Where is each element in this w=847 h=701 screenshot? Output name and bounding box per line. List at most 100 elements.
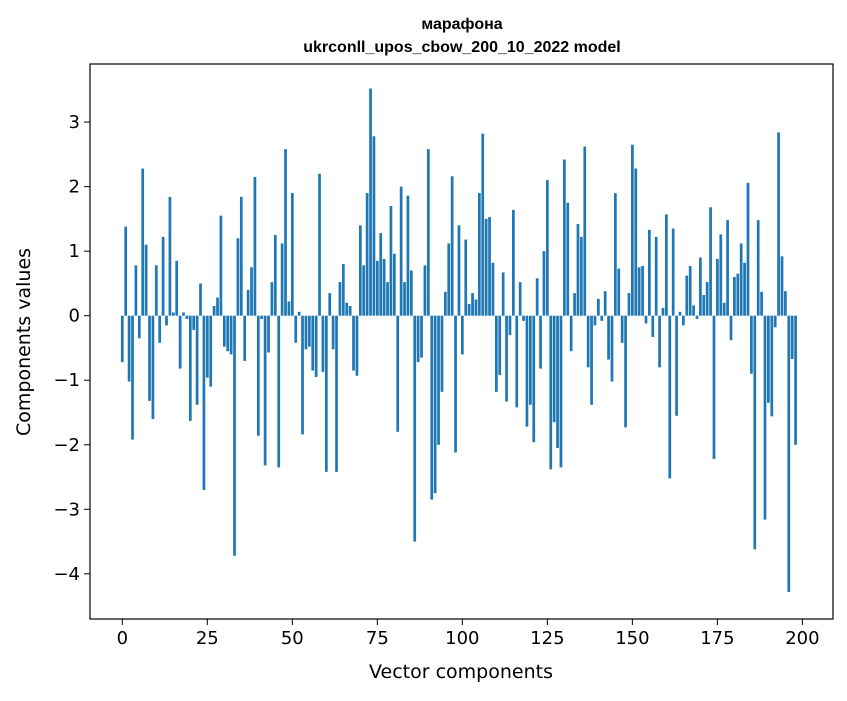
y-tick-label: 2 <box>69 177 80 198</box>
bar <box>137 315 141 339</box>
y-tick-label: −4 <box>53 564 80 585</box>
bar <box>671 228 675 316</box>
bar <box>563 159 566 316</box>
bar <box>597 298 600 316</box>
bar <box>593 315 597 326</box>
bar <box>770 315 774 417</box>
bar <box>127 315 131 382</box>
bar <box>556 315 559 448</box>
bar <box>501 272 505 316</box>
bar <box>256 315 260 436</box>
bar <box>246 289 250 316</box>
bar <box>253 176 257 316</box>
x-tick-label: 0 <box>117 628 128 649</box>
bar <box>233 315 236 556</box>
bar <box>154 265 158 316</box>
bar <box>467 304 471 316</box>
bar <box>549 315 553 470</box>
bar <box>348 306 352 316</box>
bar <box>212 306 216 316</box>
bar <box>185 315 189 319</box>
x-tick-label: 175 <box>700 628 734 649</box>
y-tick-label: 0 <box>69 306 80 327</box>
bar <box>658 315 661 368</box>
bar <box>590 315 593 405</box>
bar <box>270 282 274 316</box>
bar <box>406 195 410 316</box>
bar <box>389 205 393 316</box>
bar <box>148 315 151 401</box>
x-tick-label: 75 <box>366 628 389 649</box>
bar <box>301 315 304 435</box>
bar <box>416 315 420 363</box>
bar <box>709 207 712 316</box>
bar <box>576 224 580 316</box>
bar <box>307 315 311 347</box>
x-axis-ticks: 0 25 50 75 100 125 150 175 200 <box>117 619 820 649</box>
bar <box>280 243 284 316</box>
bar <box>454 315 457 453</box>
bar <box>675 315 678 416</box>
bar <box>304 315 308 350</box>
bar <box>518 282 522 316</box>
bar <box>634 168 638 316</box>
x-tick-label: 200 <box>785 628 819 649</box>
bar <box>498 315 502 376</box>
bar <box>488 216 491 316</box>
bar <box>542 251 546 316</box>
bar <box>525 315 529 427</box>
bar <box>583 146 587 316</box>
bar <box>743 262 746 316</box>
bar <box>335 315 338 472</box>
x-axis-label: Vector components <box>369 661 553 683</box>
bar <box>566 202 570 316</box>
x-tick-label: 125 <box>530 628 564 649</box>
bar <box>600 315 604 321</box>
y-tick-label: −3 <box>53 499 80 520</box>
bar <box>440 315 444 392</box>
bar <box>195 315 199 405</box>
bar <box>263 315 267 466</box>
bar <box>484 218 488 316</box>
bar <box>341 264 345 316</box>
bar <box>396 315 400 432</box>
bar <box>375 260 379 316</box>
bar <box>617 268 621 316</box>
bar <box>746 182 750 316</box>
bar <box>284 149 287 316</box>
bar <box>144 244 148 316</box>
bar <box>226 315 230 352</box>
bar <box>437 315 440 445</box>
bar <box>260 315 264 319</box>
bar <box>314 315 318 377</box>
bar <box>443 291 447 316</box>
bar <box>733 276 736 316</box>
bar <box>229 315 233 355</box>
bar <box>420 315 423 358</box>
bar <box>267 315 270 353</box>
bar <box>494 315 498 392</box>
bar <box>460 315 464 355</box>
bar <box>739 243 743 316</box>
bar <box>199 283 202 316</box>
bar <box>607 315 610 360</box>
bar <box>379 233 383 316</box>
bar <box>236 238 240 316</box>
bar <box>719 234 723 316</box>
bar <box>624 315 627 428</box>
bar <box>665 214 668 316</box>
bar <box>712 315 716 459</box>
y-tick-label: −1 <box>53 370 80 391</box>
bar <box>321 315 325 372</box>
bar <box>433 315 437 494</box>
bar <box>243 315 247 361</box>
bar <box>338 282 342 316</box>
bar <box>784 291 787 316</box>
bar <box>481 133 485 316</box>
bar <box>794 315 797 445</box>
bar <box>161 236 165 316</box>
bar <box>168 196 172 316</box>
bar <box>580 236 583 316</box>
bar <box>287 301 291 316</box>
x-tick-label: 150 <box>615 628 649 649</box>
